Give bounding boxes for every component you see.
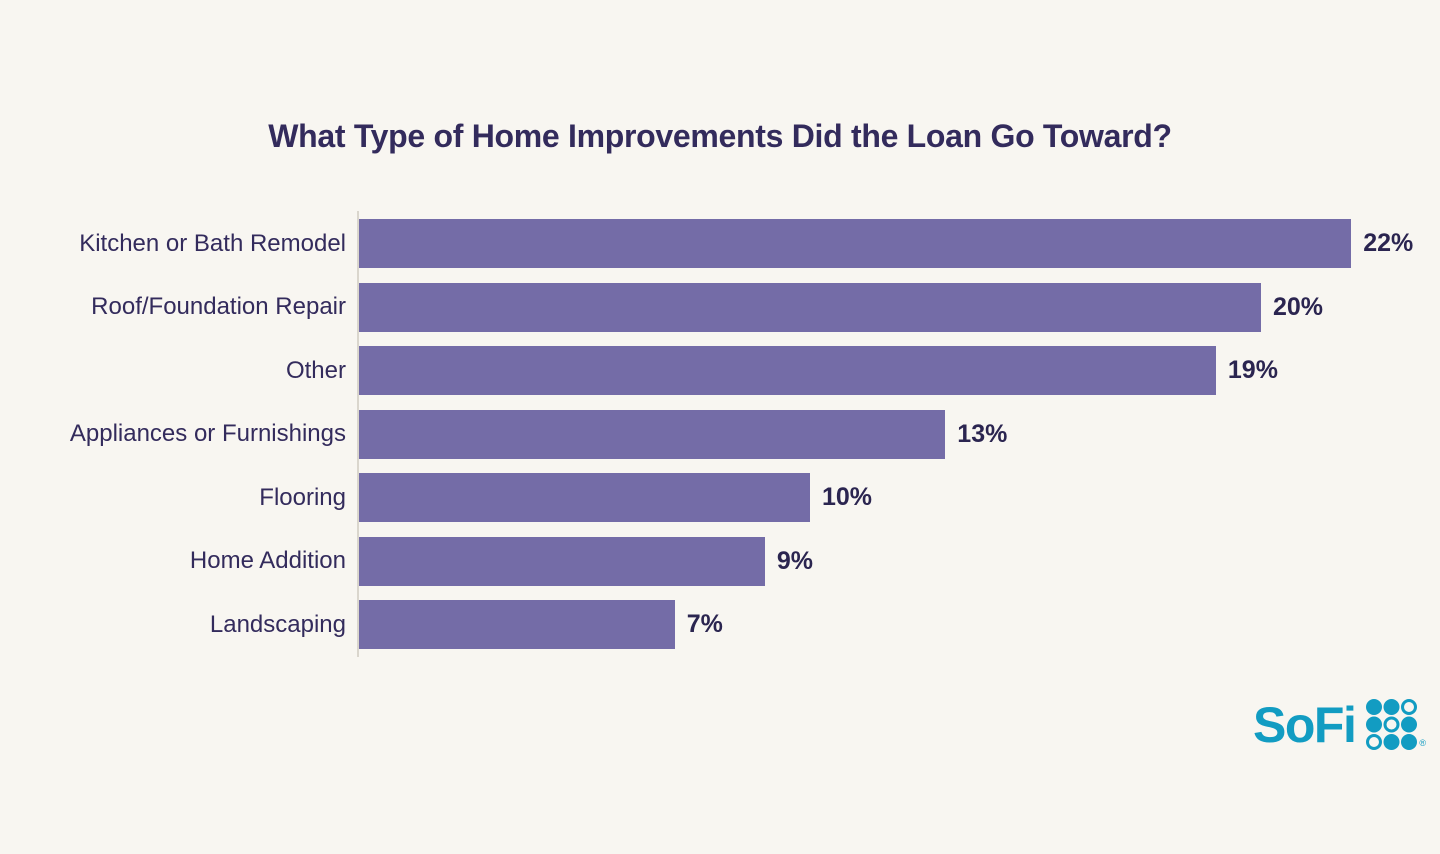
bar	[359, 219, 1352, 268]
category-label: Appliances or Furnishings	[69, 420, 346, 447]
filled-circle	[1383, 699, 1400, 715]
bar-chart: Kitchen or Bath Remodel Roof/Foundation R…	[0, 211, 1413, 657]
category-labels-column: Kitchen or Bath Remodel Roof/Foundation R…	[0, 211, 346, 649]
value-label: 7%	[686, 610, 723, 638]
bar	[359, 282, 1261, 332]
outlined-circle	[1401, 699, 1418, 715]
bar	[359, 600, 675, 649]
value-label: 9%	[776, 546, 814, 575]
bar	[359, 536, 765, 586]
registered-trademark-icon: ®	[1419, 738, 1426, 748]
filled-circle	[1401, 716, 1418, 733]
filled-circle	[1383, 734, 1400, 750]
category-label: Roof/Foundation Repair	[91, 293, 346, 320]
outlined-circle	[1383, 716, 1400, 733]
bar	[359, 409, 946, 459]
category-label: Kitchen or Bath Remodel	[79, 229, 346, 257]
value-label: 19%	[1227, 356, 1278, 384]
value-label: 10%	[822, 483, 873, 511]
filled-circle	[1366, 716, 1383, 733]
bar-row: 22%	[359, 219, 1413, 268]
bar-row: 20%	[359, 282, 1413, 332]
value-label: 20%	[1273, 292, 1324, 321]
sofi-logo-grid-icon	[1366, 699, 1418, 750]
sofi-logo: SoFi ®	[1253, 698, 1426, 751]
category-label: Other	[285, 356, 346, 384]
value-label: 22%	[1363, 229, 1414, 257]
chart-title: What Type of Home Improvements Did the L…	[268, 118, 1172, 154]
bar	[359, 346, 1216, 395]
sofi-logo-text: SoFi	[1253, 696, 1357, 753]
filled-circle	[1366, 699, 1383, 715]
bars-column: 22% 20% 19% 13% 10% 9% 7%	[357, 211, 1413, 657]
bar-row: 10%	[359, 473, 1413, 522]
category-label: Landscaping	[209, 610, 346, 638]
filled-circle	[1401, 734, 1418, 750]
value-label: 13%	[957, 419, 1008, 448]
bar-row: 9%	[359, 536, 1413, 586]
outlined-circle	[1366, 734, 1383, 750]
category-label: Home Addition	[189, 547, 346, 574]
bar-row: 19%	[359, 346, 1413, 395]
bar-row: 13%	[359, 409, 1413, 459]
category-label: Flooring	[259, 483, 346, 511]
bar-row: 7%	[359, 600, 1413, 649]
bar	[359, 473, 810, 522]
